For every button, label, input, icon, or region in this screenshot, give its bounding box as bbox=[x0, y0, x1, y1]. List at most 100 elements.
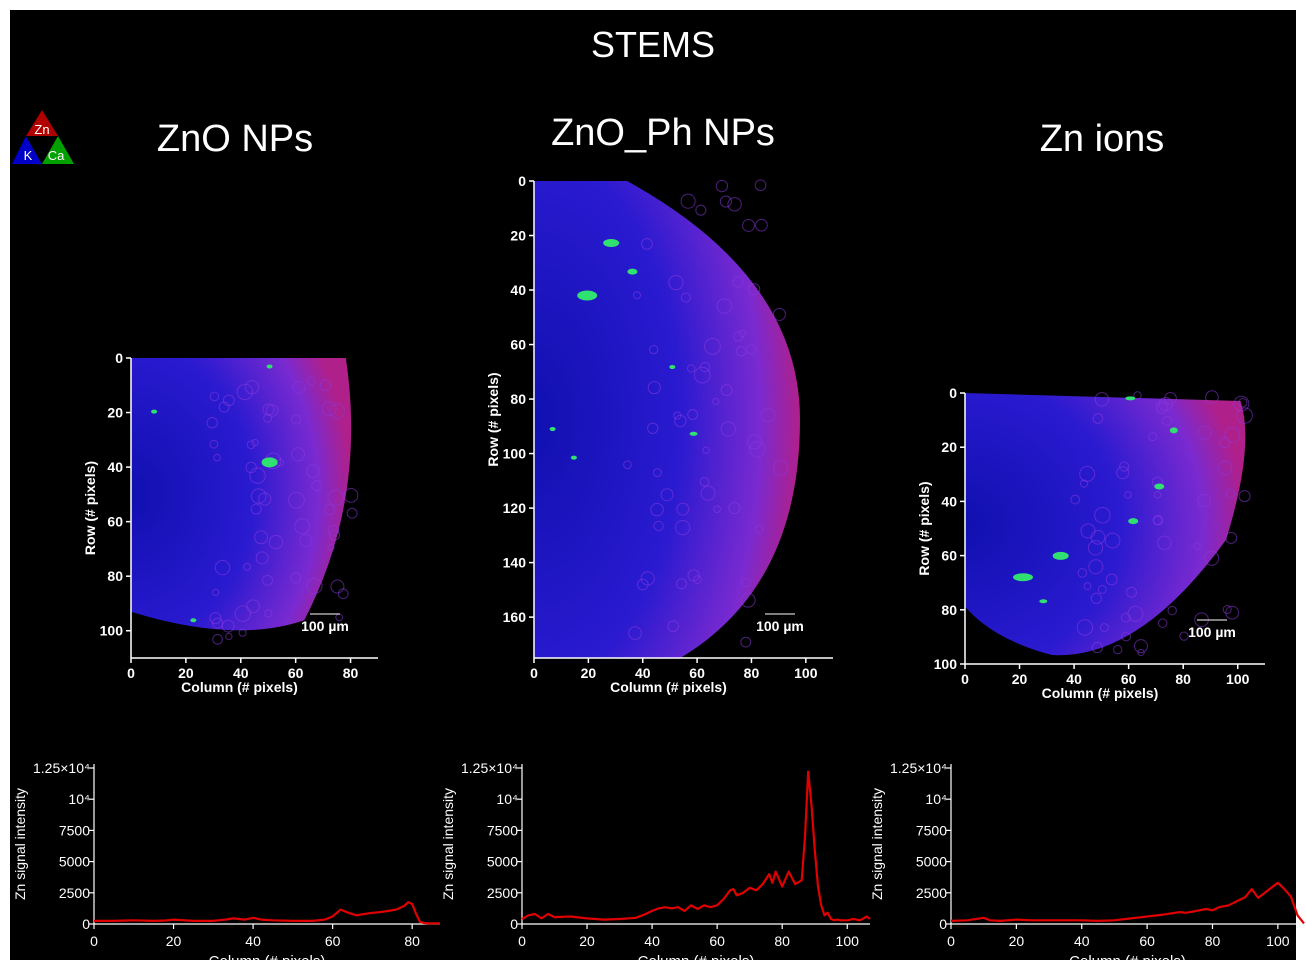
cell-wall bbox=[760, 407, 776, 423]
cell-wall bbox=[700, 485, 716, 501]
map-y-tick-label: 0 bbox=[949, 385, 957, 401]
cell-wall bbox=[1079, 479, 1089, 488]
map-y-tick-label: 160 bbox=[503, 609, 527, 625]
map-y-axis-label: Row (# pixels) bbox=[485, 372, 501, 466]
map-x-tick-label: 0 bbox=[127, 665, 135, 681]
cell-wall bbox=[1104, 532, 1121, 549]
cell-wall bbox=[1083, 582, 1092, 591]
map-y-tick-label: 120 bbox=[503, 500, 527, 516]
cell-wall bbox=[209, 439, 219, 449]
map-y-tick-label: 0 bbox=[115, 350, 123, 366]
map-y-tick-label: 60 bbox=[107, 514, 123, 530]
chart-y-tick-label: 1.25×10⁴ bbox=[33, 760, 90, 776]
cell-wall bbox=[754, 179, 767, 192]
map-y-tick-label: 80 bbox=[510, 391, 526, 407]
cell-wall bbox=[324, 503, 336, 516]
cell-wall bbox=[1197, 493, 1211, 508]
map-x-tick-label: 80 bbox=[1175, 671, 1191, 687]
cell-wall bbox=[262, 574, 274, 586]
map-x-tick-label: 20 bbox=[178, 665, 194, 681]
cell-wall bbox=[650, 502, 664, 517]
cell-wall bbox=[1091, 641, 1103, 654]
zn-profile-line bbox=[950, 881, 1305, 925]
cell-wall bbox=[1236, 407, 1253, 424]
cell-wall bbox=[250, 488, 267, 504]
cell-wall bbox=[740, 636, 752, 648]
cell-wall bbox=[653, 520, 664, 532]
cell-wall bbox=[1222, 604, 1232, 615]
cell-wall bbox=[1076, 619, 1094, 636]
chart-y-tick-label: 7500 bbox=[487, 822, 518, 838]
cell-wall bbox=[264, 609, 273, 618]
cell-wall bbox=[676, 578, 687, 590]
chart-y-tick-label: 0 bbox=[510, 916, 518, 932]
cell-wall bbox=[680, 193, 696, 209]
cell-wall bbox=[306, 577, 323, 595]
chart-x-tick-label: 0 bbox=[947, 933, 955, 949]
cell-wall bbox=[702, 446, 710, 454]
cell-wall bbox=[740, 592, 756, 608]
cell-wall bbox=[249, 467, 266, 484]
chart-y-tick-label: 10⁴ bbox=[68, 791, 90, 807]
chart-y-tick-label: 0 bbox=[82, 916, 90, 932]
ca-hotspot bbox=[266, 364, 273, 369]
ca-triangle-segment bbox=[42, 136, 74, 164]
map-x-tick-label: 60 bbox=[689, 665, 705, 681]
cell-wall bbox=[1077, 568, 1088, 578]
ca-hotspot bbox=[1052, 551, 1069, 560]
map-x-tick-label: 40 bbox=[1066, 671, 1082, 687]
cell-wall bbox=[632, 291, 641, 300]
cell-wall bbox=[311, 480, 323, 491]
zn-profile-line bbox=[521, 770, 871, 922]
chart-y-tick-label: 5000 bbox=[487, 854, 518, 870]
panel-title-zn-ions: Zn ions bbox=[1039, 118, 1165, 160]
map-image-group bbox=[965, 390, 1253, 657]
cell-wall bbox=[674, 519, 691, 536]
chart-y-tick-label: 10⁴ bbox=[496, 791, 518, 807]
chart-y-tick-label: 1.25×10⁴ bbox=[890, 760, 947, 776]
cell-wall bbox=[1233, 395, 1250, 412]
cell-wall bbox=[221, 619, 235, 633]
cell-wall bbox=[1225, 531, 1238, 544]
cell-wall bbox=[306, 376, 316, 386]
map-x-tick-label: 80 bbox=[744, 665, 760, 681]
cell-wall bbox=[343, 487, 359, 503]
stem-cross-section bbox=[965, 393, 1246, 656]
chart-x-tick-label: 0 bbox=[90, 933, 98, 949]
ca-hotspot bbox=[549, 427, 556, 432]
cell-wall bbox=[1125, 586, 1137, 598]
chart-x-tick-label: 100 bbox=[1266, 933, 1290, 949]
cell-wall bbox=[268, 534, 284, 550]
cell-wall bbox=[244, 380, 260, 395]
cell-wall bbox=[693, 366, 711, 384]
cell-wall bbox=[222, 394, 235, 407]
legend-k-label: K bbox=[24, 148, 33, 163]
chart-x-tick-label: 80 bbox=[774, 933, 790, 949]
map-x-tick-label: 40 bbox=[635, 665, 651, 681]
ca-hotspot bbox=[603, 239, 620, 248]
ca-hotspot bbox=[1128, 518, 1139, 525]
ca-hotspot bbox=[261, 457, 278, 468]
cell-wall bbox=[687, 409, 699, 420]
cell-wall bbox=[748, 283, 761, 296]
chart-y-axis-label: Zn signal intensity bbox=[869, 788, 885, 900]
cell-wall bbox=[327, 524, 340, 537]
cell-wall bbox=[749, 440, 766, 458]
map-x-tick-label: 0 bbox=[961, 671, 969, 687]
cell-wall bbox=[746, 344, 757, 355]
chart-x-tick-label: 20 bbox=[1009, 933, 1025, 949]
map-y-tick-label: 40 bbox=[941, 493, 957, 509]
cell-wall bbox=[732, 276, 744, 288]
cell-wall bbox=[246, 440, 256, 450]
cell-wall bbox=[265, 404, 279, 417]
map-x-axis-label: Column (# pixels) bbox=[181, 679, 298, 695]
cell-wall bbox=[1133, 391, 1142, 400]
cell-wall bbox=[755, 218, 768, 232]
ca-hotspot bbox=[669, 365, 676, 370]
cell-wall bbox=[250, 503, 262, 515]
